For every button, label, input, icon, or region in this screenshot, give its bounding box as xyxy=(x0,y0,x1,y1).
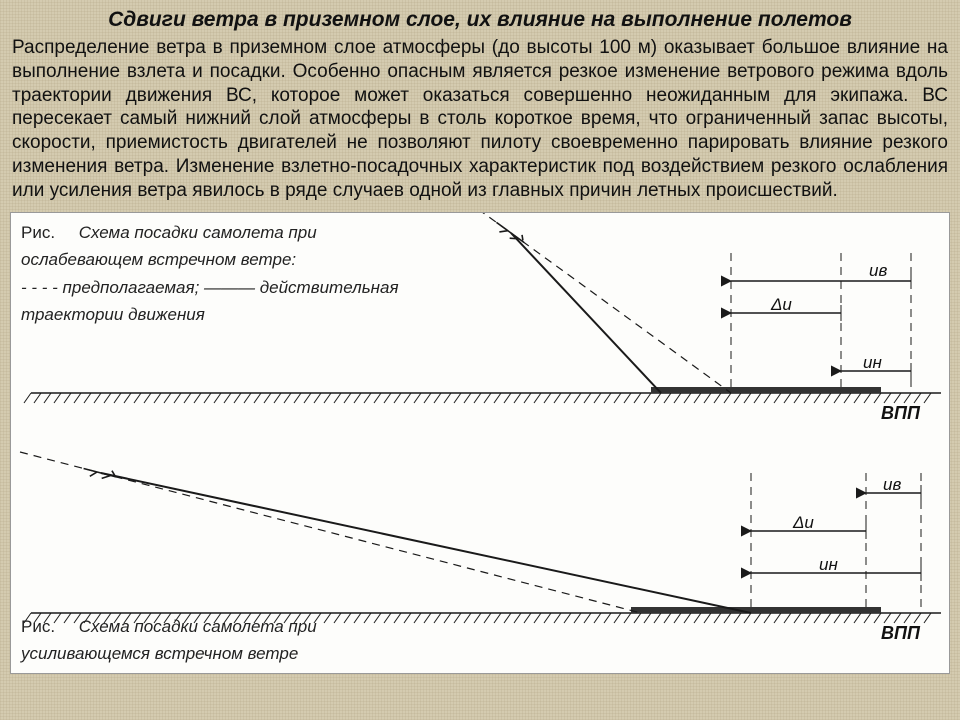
un-label-1: uн xyxy=(863,353,882,373)
diagram-1 xyxy=(11,213,949,433)
un-label-2: uн xyxy=(819,555,838,575)
page-title: Сдвиги ветра в приземном слое, их влияни… xyxy=(0,0,960,36)
uv-label-2: uв xyxy=(883,475,901,495)
main-paragraph: Распределение ветра в приземном слое атм… xyxy=(0,36,960,208)
figure-panel: Рис. Схема посадки самолета при ослабева… xyxy=(10,212,950,674)
diagram-2 xyxy=(11,433,949,653)
runway-label-2: ВПП xyxy=(881,623,920,644)
runway-label-1: ВПП xyxy=(881,403,920,424)
uv-label-1: uв xyxy=(869,261,887,281)
du-label-2: Δu xyxy=(793,513,814,533)
du-label-1: Δu xyxy=(771,295,792,315)
